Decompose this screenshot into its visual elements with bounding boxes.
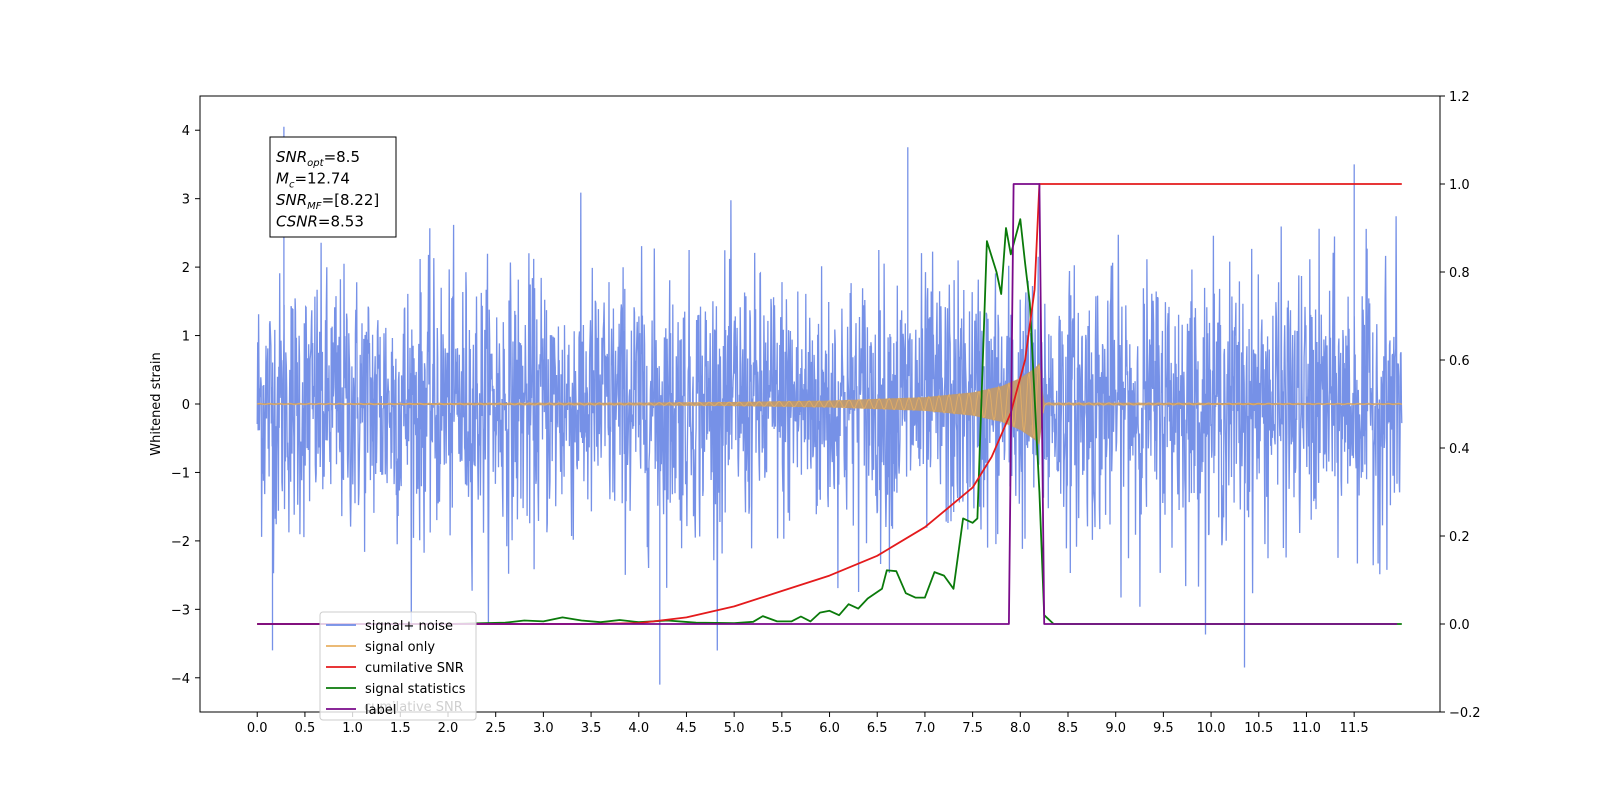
y2-tick-label: 0.6: [1449, 354, 1470, 369]
series-label-line: [257, 183, 1398, 625]
annotation-value: =8.5: [324, 148, 360, 166]
legend-label: label: [365, 703, 396, 718]
legend-label: signal statistics: [365, 682, 466, 697]
x-tick-label: 11.5: [1340, 721, 1369, 736]
legend-frame: [319, 611, 477, 721]
x-tick-label: 8.5: [1058, 721, 1079, 736]
annotation-line: SNRopt=8.5: [276, 148, 360, 169]
annotation-symbol: SNR: [276, 148, 307, 166]
y-tick-label: 2: [182, 261, 190, 276]
x-tick-label: 2.0: [438, 721, 459, 736]
series-cumulative-snr-line: [257, 183, 1402, 625]
x-tick-label: 5.5: [772, 721, 793, 736]
y-tick-label: −4: [171, 672, 190, 687]
series-signal-noise-line: [256, 126, 1403, 685]
series-layer: [256, 126, 1403, 685]
annotation-symbol: CSNR: [276, 213, 318, 231]
annotation-value: =[8.22]: [322, 191, 380, 209]
legend-hidden-text: cumilative SNR: [364, 700, 463, 715]
x-tick-label: 7.5: [962, 721, 983, 736]
annotation-line: SNRMF=[8.22]: [276, 191, 379, 212]
annotation-symbol: SNR: [276, 191, 307, 209]
annotation-subscript: c: [289, 180, 295, 191]
y-tick-label: 1: [182, 330, 190, 345]
y2-tick-label: 0.8: [1449, 266, 1470, 281]
y2-tick-label: 0.2: [1449, 530, 1470, 545]
y-tick-label: 0: [182, 398, 190, 413]
x-tick-label: 9.0: [1105, 721, 1126, 736]
series-signal-only-envelope: [257, 362, 1402, 446]
annotation-symbol: M: [276, 170, 289, 188]
x-tick-label: 6.0: [819, 721, 840, 736]
annotation-subscript: opt: [307, 158, 324, 169]
annotation-subscript: MF: [307, 201, 322, 212]
x-tick-label: 1.5: [390, 721, 411, 736]
series-signal-statistics-line: [257, 218, 1402, 625]
y2-tick-label: 0.4: [1449, 442, 1470, 457]
y2-tick-label: 1.0: [1449, 178, 1470, 193]
y-tick-label: −1: [171, 466, 190, 481]
y-axis-ticks: −4 −3 −2 −1 0 1 2 3 4: [171, 124, 200, 687]
x-tick-label: 3.5: [581, 721, 602, 736]
legend: cumilative SNR signal+ noise signal only c…: [319, 611, 477, 721]
y2-tick-label: 0.0: [1449, 618, 1470, 633]
legend-label: cumilative SNR: [365, 661, 464, 676]
x-tick-label: 10.0: [1197, 721, 1226, 736]
x-tick-label: 6.5: [867, 721, 888, 736]
x-tick-label: 10.5: [1244, 721, 1273, 736]
x-tick-label: 3.0: [533, 721, 554, 736]
legend-label: signal only: [365, 640, 435, 655]
x-tick-label: 0.5: [295, 721, 316, 736]
y-tick-label: −2: [171, 535, 190, 550]
x-tick-label: 0.0: [247, 721, 268, 736]
annotation-value: =8.53: [318, 213, 364, 231]
x-tick-label: 2.5: [485, 721, 506, 736]
x-tick-label: 4.5: [676, 721, 697, 736]
annotation-line: Mc=12.74: [276, 170, 350, 191]
annotation-frame: [269, 136, 397, 238]
x-tick-label: 8.0: [1010, 721, 1031, 736]
y-tick-label: 3: [182, 193, 190, 208]
y2-tick-label: 1.2: [1449, 90, 1470, 105]
x-tick-label: 1.0: [342, 721, 363, 736]
annotation-value: =12.74: [294, 170, 350, 188]
x-tick-label: 9.5: [1153, 721, 1174, 736]
x-tick-label: 5.0: [724, 721, 745, 736]
y-tick-label: −3: [171, 603, 190, 618]
legend-items: signal+ noise signal only cumilative SNR si…: [326, 619, 466, 718]
annotation-line: CSNR=8.53: [276, 213, 364, 231]
y2-tick-label: −0.2: [1449, 706, 1481, 721]
y-tick-label: 4: [182, 124, 190, 139]
legend-label: signal+ noise: [365, 619, 453, 634]
y-axis-label: Whitened strain: [149, 352, 164, 455]
x-tick-label: 7.0: [915, 721, 936, 736]
series-signal-only-line: [257, 365, 1403, 439]
x-tick-label: 11.0: [1292, 721, 1321, 736]
x-tick-label: 4.0: [628, 721, 649, 736]
y2-axis-ticks: −0.2 0.0 0.2 0.4 0.6 0.8 1.0 1.2: [1440, 90, 1481, 721]
